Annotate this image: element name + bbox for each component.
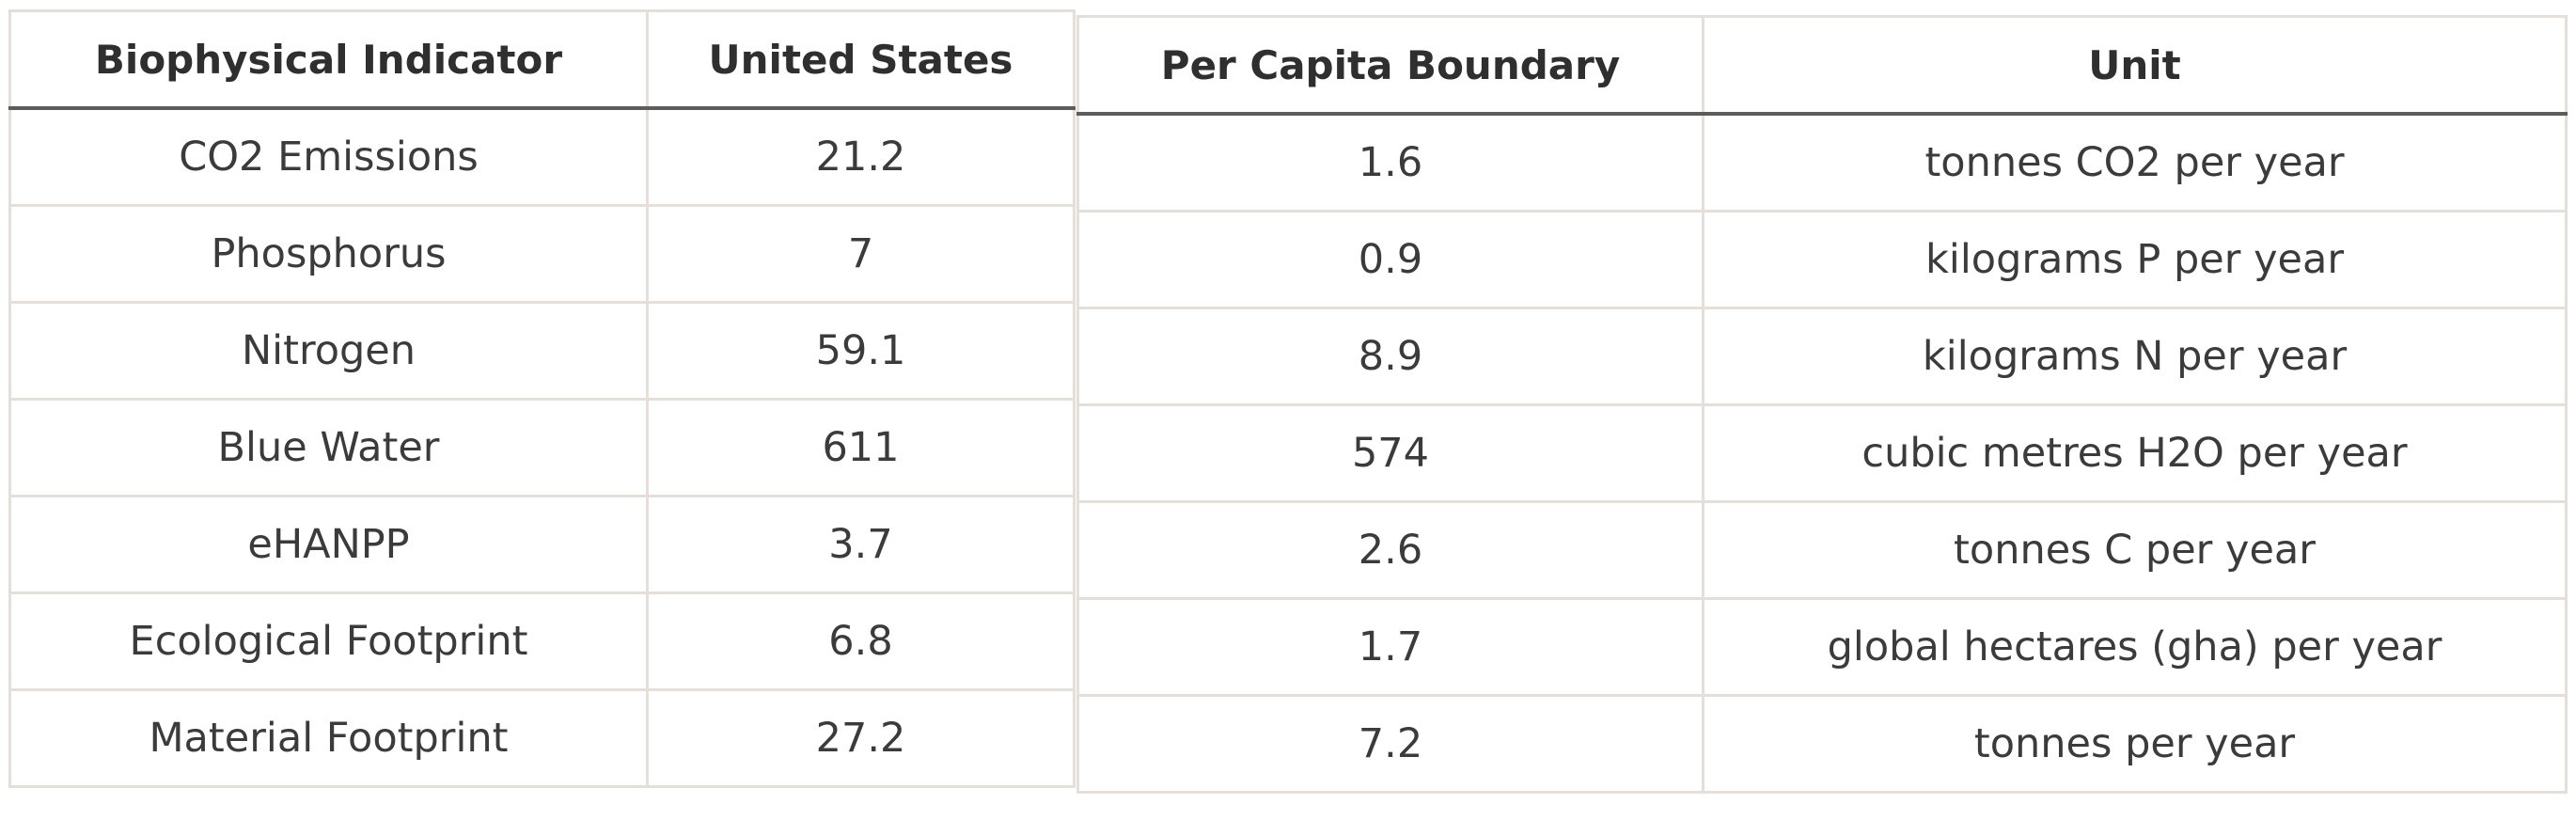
us-value-cell: 7 xyxy=(646,204,1076,304)
table-row: 0.9 kilograms P per year xyxy=(1076,210,2568,309)
indicator-cell: CO2 Emissions xyxy=(8,106,649,207)
column-header-per-capita-boundary: Per Capita Boundary xyxy=(1076,15,1704,116)
indicator-cell: Phosphorus xyxy=(8,204,649,304)
table-row: Blue Water 611 xyxy=(8,398,1076,497)
boundary-value-cell: 7.2 xyxy=(1076,694,1704,794)
column-header-indicator: Biophysical Indicator xyxy=(8,9,649,110)
us-value-cell: 59.1 xyxy=(646,301,1076,401)
indicator-table: Biophysical Indicator United States CO2 … xyxy=(8,9,1076,788)
table-row: Ecological Footprint 6.8 xyxy=(8,591,1076,691)
table-row: Phosphorus 7 xyxy=(8,204,1076,304)
column-header-united-states: United States xyxy=(646,9,1076,110)
unit-cell: tonnes CO2 per year xyxy=(1702,112,2568,213)
unit-cell: cubic metres H2O per year xyxy=(1702,403,2568,503)
table-row: CO2 Emissions 21.2 xyxy=(8,106,1076,207)
boundary-value-cell: 0.9 xyxy=(1076,210,1704,309)
indicator-cell: Material Footprint xyxy=(8,688,649,788)
indicator-cell: Ecological Footprint xyxy=(8,591,649,691)
unit-cell: kilograms N per year xyxy=(1702,307,2568,406)
indicator-cell: Nitrogen xyxy=(8,301,649,401)
indicator-cell: eHANPP xyxy=(8,495,649,594)
table-header-row: Per Capita Boundary Unit xyxy=(1076,15,2568,116)
indicator-table-left: Biophysical Indicator United States CO2 … xyxy=(8,9,1076,788)
boundary-value-cell: 574 xyxy=(1076,403,1704,503)
unit-cell: kilograms P per year xyxy=(1702,210,2568,309)
indicator-cell: Blue Water xyxy=(8,398,649,497)
us-value-cell: 21.2 xyxy=(646,106,1076,207)
table-row: Nitrogen 59.1 xyxy=(8,301,1076,401)
unit-cell: tonnes per year xyxy=(1702,694,2568,794)
us-value-cell: 3.7 xyxy=(646,495,1076,594)
unit-cell: tonnes C per year xyxy=(1702,500,2568,600)
table-row: 1.7 global hectares (gha) per year xyxy=(1076,597,2568,697)
boundary-table: Per Capita Boundary Unit 1.6 tonnes CO2 … xyxy=(1076,15,2568,794)
table-row: 1.6 tonnes CO2 per year xyxy=(1076,112,2568,213)
table-row: 7.2 tonnes per year xyxy=(1076,694,2568,794)
boundary-value-cell: 2.6 xyxy=(1076,500,1704,600)
boundary-value-cell: 1.7 xyxy=(1076,597,1704,697)
column-header-unit: Unit xyxy=(1702,15,2568,116)
us-value-cell: 6.8 xyxy=(646,591,1076,691)
table-row: 2.6 tonnes C per year xyxy=(1076,500,2568,600)
us-value-cell: 611 xyxy=(646,398,1076,497)
unit-cell: global hectares (gha) per year xyxy=(1702,597,2568,697)
boundary-value-cell: 8.9 xyxy=(1076,307,1704,406)
table-row: Material Footprint 27.2 xyxy=(8,688,1076,788)
table-row: 574 cubic metres H2O per year xyxy=(1076,403,2568,503)
boundary-table-right: Per Capita Boundary Unit 1.6 tonnes CO2 … xyxy=(1076,15,2568,794)
us-value-cell: 27.2 xyxy=(646,688,1076,788)
table-header-row: Biophysical Indicator United States xyxy=(8,9,1076,110)
table-row: 8.9 kilograms N per year xyxy=(1076,307,2568,406)
table-row: eHANPP 3.7 xyxy=(8,495,1076,594)
boundary-value-cell: 1.6 xyxy=(1076,112,1704,213)
